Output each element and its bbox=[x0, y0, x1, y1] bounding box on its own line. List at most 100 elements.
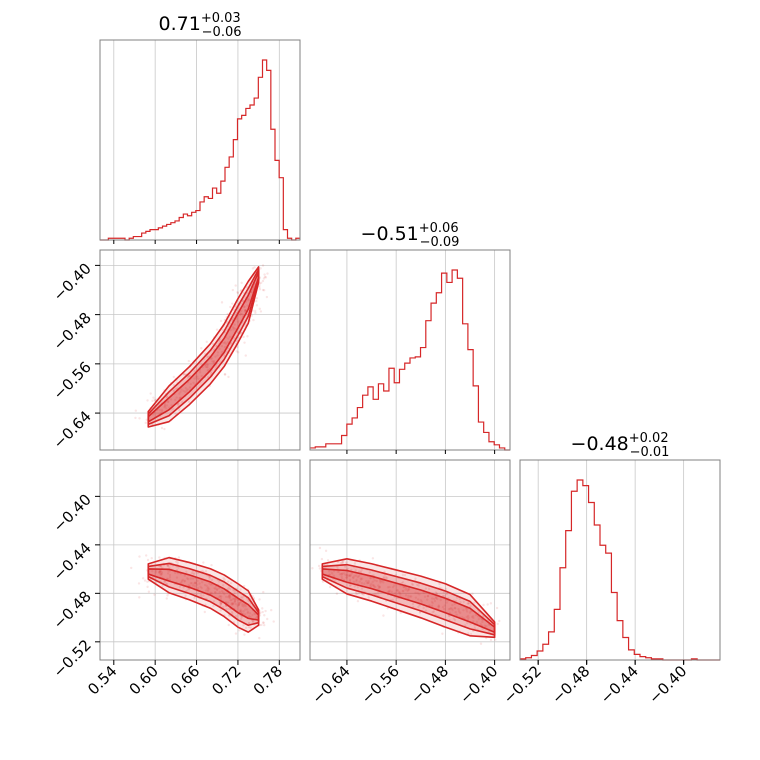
sample-point bbox=[208, 575, 212, 579]
sample-point bbox=[399, 611, 402, 614]
sample-point bbox=[158, 409, 162, 412]
sample-point bbox=[192, 381, 195, 384]
sample-point bbox=[372, 577, 375, 580]
sample-point bbox=[168, 576, 172, 579]
sample-point bbox=[206, 586, 209, 590]
sample-point bbox=[401, 573, 405, 577]
sample-point bbox=[447, 608, 451, 611]
sample-point bbox=[449, 607, 452, 611]
sample-point bbox=[377, 591, 380, 594]
sample-point bbox=[426, 594, 430, 598]
sample-point bbox=[496, 622, 499, 626]
sample-point bbox=[340, 577, 344, 580]
sample-point bbox=[219, 602, 222, 605]
sample-point bbox=[149, 392, 152, 395]
sample-point bbox=[360, 587, 364, 590]
sample-point bbox=[344, 573, 347, 577]
sample-point bbox=[262, 621, 265, 625]
sample-point bbox=[424, 587, 428, 590]
sample-point bbox=[408, 595, 412, 598]
panel-frame bbox=[99, 249, 301, 451]
sample-point bbox=[486, 603, 489, 606]
sample-point bbox=[162, 580, 166, 583]
sample-point bbox=[243, 603, 247, 607]
sample-point bbox=[444, 587, 448, 590]
sample-point bbox=[372, 584, 375, 587]
sample-point bbox=[187, 400, 191, 404]
sample-point bbox=[224, 604, 227, 608]
sample-point bbox=[252, 318, 255, 322]
sample-point bbox=[219, 594, 222, 598]
sample-point bbox=[240, 615, 244, 619]
sample-point bbox=[159, 569, 162, 572]
sample-point bbox=[250, 290, 253, 294]
sample-point bbox=[249, 626, 252, 630]
histogram-panel-2: −0.48+0.02 −0.01 bbox=[519, 431, 721, 664]
sample-point bbox=[178, 396, 181, 400]
sample-point bbox=[243, 305, 246, 308]
sample-point bbox=[186, 577, 190, 581]
sample-point bbox=[215, 328, 219, 331]
sample-point bbox=[357, 574, 361, 578]
sample-point bbox=[341, 560, 344, 564]
sample-point bbox=[399, 593, 402, 596]
sample-point bbox=[165, 597, 168, 600]
sample-point bbox=[231, 288, 235, 292]
sample-point bbox=[443, 607, 446, 611]
sample-point bbox=[263, 275, 267, 279]
sample-point bbox=[349, 574, 352, 577]
sample-point bbox=[176, 561, 179, 564]
sample-point bbox=[214, 366, 217, 369]
sample-point bbox=[251, 613, 254, 617]
sample-point bbox=[335, 592, 339, 595]
sample-point bbox=[349, 574, 352, 577]
sample-point bbox=[382, 581, 385, 584]
sample-point bbox=[367, 596, 370, 599]
y-tick-label: −0.64 bbox=[50, 407, 95, 452]
sample-point bbox=[227, 586, 230, 590]
sample-point bbox=[218, 590, 221, 594]
sample-point bbox=[236, 351, 240, 354]
sample-point bbox=[185, 589, 188, 593]
sample-point bbox=[385, 576, 389, 580]
sample-point bbox=[187, 376, 190, 379]
sample-point bbox=[219, 609, 222, 612]
sample-point bbox=[431, 610, 434, 614]
sample-point bbox=[192, 572, 195, 575]
sample-point bbox=[200, 374, 203, 378]
sample-point bbox=[402, 586, 406, 589]
y-tick-label: −0.48 bbox=[50, 309, 95, 354]
sample-point bbox=[204, 589, 208, 592]
sample-point bbox=[188, 374, 191, 378]
sample-point bbox=[169, 398, 173, 401]
sample-point bbox=[245, 286, 249, 289]
sample-point bbox=[407, 594, 410, 598]
sample-point bbox=[466, 614, 470, 618]
panel-frame bbox=[519, 459, 721, 661]
sample-point bbox=[205, 355, 209, 358]
sample-point bbox=[238, 602, 241, 606]
sample-point bbox=[191, 577, 195, 580]
sample-point bbox=[235, 350, 238, 353]
sample-point bbox=[229, 305, 232, 309]
sample-point bbox=[262, 623, 266, 627]
sample-point bbox=[158, 556, 161, 559]
sample-point bbox=[196, 375, 199, 378]
contour-level-1 bbox=[321, 558, 496, 639]
sample-point bbox=[237, 603, 240, 607]
sample-point bbox=[177, 408, 181, 412]
sample-point bbox=[366, 581, 369, 585]
sample-point bbox=[158, 571, 161, 575]
sample-point bbox=[201, 569, 204, 573]
sample-point bbox=[223, 345, 227, 349]
sample-point bbox=[477, 617, 480, 621]
sample-point bbox=[426, 594, 430, 598]
sample-point bbox=[373, 585, 376, 588]
sample-point bbox=[205, 366, 209, 369]
sample-point bbox=[219, 603, 222, 606]
sample-point bbox=[180, 579, 184, 583]
x-tick-label: −0.40 bbox=[456, 662, 501, 707]
sample-point bbox=[200, 586, 203, 590]
sample-point bbox=[223, 373, 227, 376]
